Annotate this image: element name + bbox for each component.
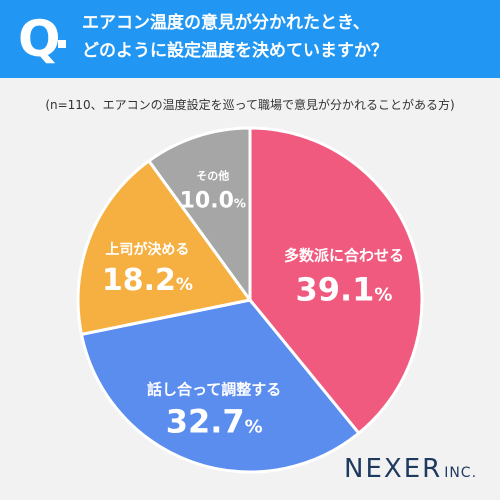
logo-main-text: NEXER bbox=[344, 454, 443, 484]
question-line-2: どのように設定温度を決めていますか？ bbox=[82, 41, 388, 61]
slice-label-other: その他 bbox=[196, 168, 229, 182]
pie-slice-majority bbox=[248, 126, 424, 436]
sample-note: (n=110、エアコンの温度設定を巡って職場で意見が分かれることがある方) bbox=[45, 98, 455, 112]
slice-label-boss: 上司が決める bbox=[105, 241, 189, 258]
question-line-1: エアコン温度の意見が分かれたとき、 bbox=[82, 13, 370, 33]
pie-slice-boss bbox=[76, 158, 253, 337]
slice-label-majority: 多数派に合わせる bbox=[284, 247, 404, 265]
slice-label-discuss: 話し合って調整する bbox=[147, 380, 281, 398]
slice-value-other: 10.0% bbox=[180, 188, 246, 213]
q-label: Q bbox=[18, 10, 61, 68]
slice-value-majority: 39.1% bbox=[295, 271, 392, 309]
slice-value-discuss: 32.7% bbox=[166, 402, 263, 440]
pie-slice-other bbox=[146, 126, 252, 305]
logo-suffix-text: INC. bbox=[444, 465, 478, 481]
nexer-logo: NEXER INC. bbox=[344, 454, 477, 484]
q-dot bbox=[58, 40, 66, 48]
question-header: Q エアコン温度の意見が分かれたとき、 どのように設定温度を決めていますか？ bbox=[0, 0, 500, 78]
pie-slice-discuss bbox=[79, 298, 361, 474]
slice-value-boss: 18.2% bbox=[102, 263, 193, 298]
